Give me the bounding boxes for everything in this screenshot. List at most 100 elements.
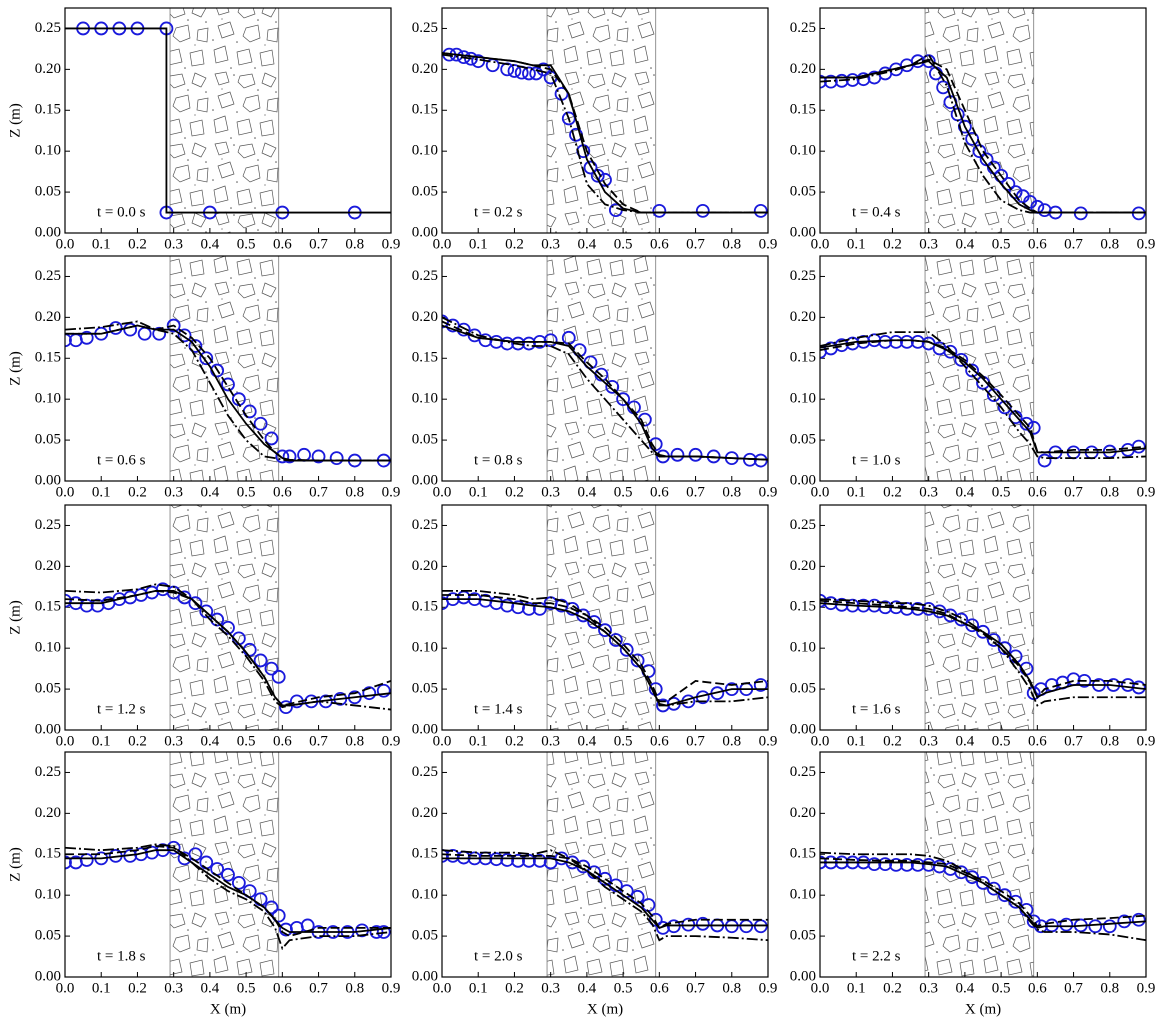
time-label: t = 0.0 s bbox=[97, 204, 146, 220]
y-tick-label: 0.00 bbox=[790, 968, 816, 984]
x-tick-label: 0.1 bbox=[92, 980, 111, 996]
y-tick-label: 0.25 bbox=[412, 764, 438, 780]
time-label: t = 0.2 s bbox=[474, 204, 523, 220]
x-tick-label: 0.2 bbox=[128, 733, 147, 749]
data-point bbox=[753, 678, 768, 692]
data-point bbox=[976, 624, 990, 639]
y-tick-label: 0.20 bbox=[790, 309, 816, 325]
y-tick-label: 0.05 bbox=[35, 681, 61, 697]
data-point bbox=[123, 322, 138, 337]
plot-frame bbox=[441, 255, 769, 482]
x-tick-label: 0.5 bbox=[992, 733, 1011, 749]
y-tick-label: 0.10 bbox=[35, 887, 61, 903]
y-tick-label: 0.15 bbox=[35, 350, 61, 366]
data-point bbox=[976, 876, 990, 890]
y-axis-label: Z (m) bbox=[7, 600, 23, 635]
x-tick-label: 0.2 bbox=[505, 484, 524, 500]
data-point bbox=[867, 857, 882, 871]
data-point bbox=[695, 204, 710, 218]
porous-zone bbox=[546, 751, 657, 978]
data-point bbox=[108, 321, 123, 335]
x-tick-label: 0.5 bbox=[614, 733, 633, 749]
panel: 0.0 0.1 0.2 0.3 0.4 0.5 0.6 0.7 0.8 0.9 0.00 0.05 0.… bbox=[790, 7, 1156, 252]
data-point bbox=[1026, 914, 1041, 929]
y-tick-label: 0.00 bbox=[790, 224, 816, 240]
y-axis-label: Z (m) bbox=[7, 351, 23, 386]
time-label: t = 2.0 s bbox=[474, 948, 523, 964]
x-tick-label: 0.5 bbox=[237, 484, 256, 500]
x-tick-label: 0.2 bbox=[128, 484, 147, 500]
x-tick-label: 0.4 bbox=[578, 484, 597, 500]
x-tick-label: 0.2 bbox=[505, 980, 524, 996]
x-tick-label: 0.9 bbox=[1137, 236, 1156, 252]
x-tick-label: 0.6 bbox=[273, 236, 292, 252]
porous-zone bbox=[924, 504, 1035, 731]
data-point bbox=[943, 344, 958, 359]
x-tick-label: 0.1 bbox=[469, 236, 488, 252]
y-axis-label: Z (m) bbox=[7, 847, 23, 882]
x-tick-label: 0.2 bbox=[128, 236, 147, 252]
y-tick-label: 0.10 bbox=[790, 640, 816, 656]
panel: 0.0 0.1 0.2 0.3 0.4 0.5 0.6 0.7 0.8 0.9 0.00 0.05 0.… bbox=[790, 504, 1155, 749]
data-point bbox=[79, 330, 94, 345]
y-tick-label: 0.25 bbox=[790, 517, 816, 533]
x-tick-label: 0.7 bbox=[1064, 484, 1083, 500]
x-tick-label: 0.6 bbox=[1028, 980, 1047, 996]
x-tick-label: 0.7 bbox=[1064, 980, 1083, 996]
data-point bbox=[1023, 195, 1037, 209]
plot-frame bbox=[819, 751, 1147, 978]
data-point bbox=[199, 351, 214, 366]
x-tick-label: 0.6 bbox=[650, 236, 669, 252]
data-point bbox=[616, 392, 631, 407]
y-tick-label: 0.15 bbox=[790, 599, 816, 615]
x-axis-label: X (m) bbox=[965, 1001, 1001, 1017]
x-tick-label: 0.2 bbox=[883, 236, 902, 252]
x-tick-label: 0.2 bbox=[883, 980, 902, 996]
x-tick-label: 0.8 bbox=[722, 484, 741, 500]
model-line bbox=[820, 599, 1146, 699]
time-label: t = 2.2 s bbox=[852, 948, 901, 964]
data-point bbox=[1059, 917, 1074, 932]
panel: 0.0 0.1 0.2 0.3 0.4 0.5 0.6 0.7 0.8 0.9 0.00 0.05 0.… bbox=[7, 504, 401, 749]
y-tick-label: 0.10 bbox=[790, 391, 816, 407]
x-tick-label: 0.7 bbox=[1064, 236, 1083, 252]
data-point bbox=[500, 853, 515, 867]
data-point bbox=[529, 66, 544, 81]
x-tick-label: 0.4 bbox=[201, 980, 220, 996]
x-tick-label: 0.0 bbox=[433, 733, 452, 749]
x-tick-label: 0.2 bbox=[883, 733, 902, 749]
y-tick-label: 0.20 bbox=[412, 558, 438, 574]
x-tick-label: 0.6 bbox=[650, 980, 669, 996]
data-point bbox=[997, 641, 1012, 656]
data-point bbox=[271, 908, 286, 923]
panel: 0.0 0.1 0.2 0.3 0.4 0.5 0.6 0.7 0.8 0.9 0.00 0.05 0.… bbox=[790, 255, 1155, 500]
panel: 0.0 0.1 0.2 0.3 0.4 0.5 0.6 0.7 0.8 0.9 0.00 0.05 0.… bbox=[412, 504, 777, 749]
data-point bbox=[275, 449, 290, 464]
plot-frame bbox=[64, 504, 392, 731]
data-point bbox=[442, 849, 449, 863]
x-tick-label: 0.9 bbox=[759, 236, 778, 252]
data-point bbox=[264, 431, 279, 446]
y-tick-label: 0.10 bbox=[35, 143, 61, 159]
y-tick-label: 0.15 bbox=[412, 350, 438, 366]
data-point bbox=[997, 400, 1012, 415]
x-tick-label: 0.4 bbox=[201, 733, 220, 749]
y-tick-label: 0.00 bbox=[412, 968, 438, 984]
model-line bbox=[820, 331, 1146, 459]
y-tick-label: 0.15 bbox=[790, 350, 816, 366]
x-tick-label: 0.7 bbox=[1064, 733, 1083, 749]
x-tick-label: 0.8 bbox=[1100, 733, 1119, 749]
data-point bbox=[1026, 420, 1041, 435]
y-tick-label: 0.00 bbox=[35, 968, 61, 984]
y-tick-label: 0.15 bbox=[790, 846, 816, 862]
time-label: t = 0.6 s bbox=[97, 452, 146, 468]
data-point bbox=[221, 867, 235, 882]
x-tick-label: 0.9 bbox=[382, 484, 401, 500]
x-tick-label: 0.9 bbox=[382, 733, 401, 749]
y-tick-label: 0.25 bbox=[790, 20, 816, 36]
x-tick-label: 0.6 bbox=[273, 733, 292, 749]
x-tick-label: 0.4 bbox=[956, 733, 975, 749]
model-line bbox=[65, 583, 391, 711]
data-point bbox=[587, 615, 602, 629]
y-tick-label: 0.15 bbox=[412, 102, 438, 118]
